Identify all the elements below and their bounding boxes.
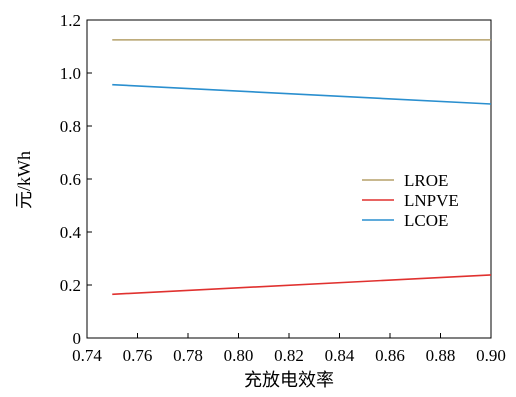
x-axis-label: 充放电效率	[244, 370, 334, 390]
y-tick-label: 1.2	[60, 11, 81, 30]
x-tick-label: 0.88	[426, 346, 456, 365]
x-tick-label: 0.74	[72, 346, 102, 365]
series-line-lcoe	[112, 83, 492, 105]
y-axis: 0 0.2 0.4 0.6 0.8 1.0 1.2	[60, 11, 92, 348]
series-lines	[112, 39, 492, 296]
x-tick-label: 0.82	[274, 346, 304, 365]
y-tick-label: 0.2	[60, 276, 81, 295]
y-tick-label: 0.8	[60, 117, 81, 136]
x-tick-label: 0.90	[476, 346, 506, 365]
x-tick-label: 0.86	[375, 346, 405, 365]
legend-label-lcoe: LCOE	[404, 211, 448, 230]
legend-label-lroe: LROE	[404, 171, 448, 190]
y-axis-label: 元/kWh	[14, 151, 34, 209]
series-line-lnpve	[112, 274, 492, 296]
x-tick-label: 0.78	[173, 346, 203, 365]
x-tick-label: 0.80	[224, 346, 254, 365]
y-tick-label: 0.4	[60, 223, 82, 242]
x-tick-label: 0.84	[325, 346, 355, 365]
y-tick-label: 1.0	[60, 64, 81, 83]
legend-label-lnpve: LNPVE	[404, 191, 459, 210]
y-tick-label: 0	[73, 329, 82, 348]
x-tick-label: 0.76	[123, 346, 153, 365]
x-axis: 0.74 0.76 0.78 0.80 0.82 0.84 0.86 0.88 0.90	[72, 333, 506, 365]
y-tick-label: 0.6	[60, 170, 81, 189]
